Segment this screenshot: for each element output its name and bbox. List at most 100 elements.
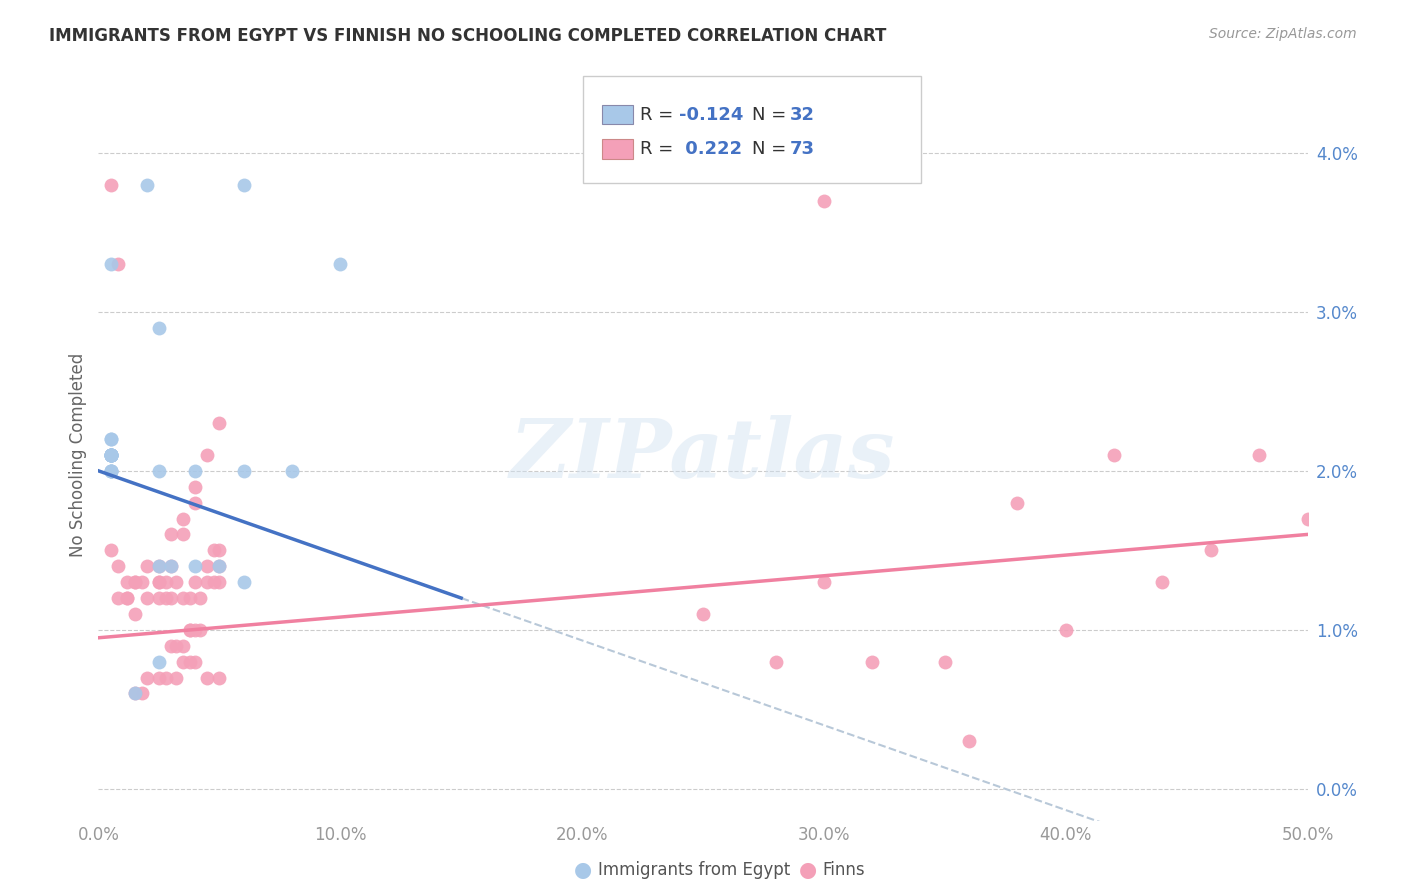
Point bbox=[148, 320, 170, 334]
Point bbox=[148, 559, 170, 574]
Point bbox=[100, 448, 122, 462]
Point bbox=[100, 464, 122, 478]
Point bbox=[131, 686, 153, 700]
Point bbox=[179, 655, 201, 669]
Point bbox=[100, 464, 122, 478]
Point bbox=[100, 464, 122, 478]
Point bbox=[208, 559, 231, 574]
Point bbox=[148, 575, 170, 590]
Point bbox=[195, 671, 218, 685]
Point bbox=[165, 639, 187, 653]
Point bbox=[160, 527, 183, 541]
Point bbox=[124, 686, 146, 700]
Point bbox=[934, 655, 956, 669]
Point bbox=[1199, 543, 1222, 558]
Text: ●: ● bbox=[800, 860, 817, 880]
Point bbox=[1007, 495, 1029, 509]
Point bbox=[184, 495, 207, 509]
Point bbox=[107, 591, 129, 605]
Point bbox=[692, 607, 714, 621]
Point bbox=[155, 591, 177, 605]
Point bbox=[124, 575, 146, 590]
Point bbox=[195, 575, 218, 590]
Point bbox=[184, 655, 207, 669]
Point bbox=[160, 559, 183, 574]
Point bbox=[184, 575, 207, 590]
Point bbox=[188, 591, 211, 605]
Point bbox=[1054, 623, 1077, 637]
Text: -0.124: -0.124 bbox=[679, 105, 744, 124]
Point bbox=[195, 559, 218, 574]
Point bbox=[232, 575, 254, 590]
Point bbox=[100, 448, 122, 462]
Point bbox=[100, 448, 122, 462]
Point bbox=[155, 671, 177, 685]
Point bbox=[165, 575, 187, 590]
Point bbox=[124, 686, 146, 700]
Point bbox=[100, 432, 122, 446]
Point bbox=[117, 591, 139, 605]
Point bbox=[179, 623, 201, 637]
Point bbox=[208, 543, 231, 558]
Point bbox=[172, 511, 194, 525]
Point bbox=[148, 671, 170, 685]
Point bbox=[1249, 448, 1271, 462]
Point bbox=[100, 448, 122, 462]
Text: Immigrants from Egypt: Immigrants from Egypt bbox=[598, 861, 790, 879]
Point bbox=[131, 575, 153, 590]
Text: ZIPatlas: ZIPatlas bbox=[510, 415, 896, 495]
Point bbox=[172, 655, 194, 669]
Text: N =: N = bbox=[752, 140, 792, 158]
Text: N =: N = bbox=[752, 105, 792, 124]
Point bbox=[1102, 448, 1125, 462]
Point bbox=[179, 623, 201, 637]
Point bbox=[160, 559, 183, 574]
Point bbox=[188, 623, 211, 637]
Text: Finns: Finns bbox=[823, 861, 865, 879]
Text: R =: R = bbox=[640, 105, 679, 124]
Point bbox=[204, 575, 226, 590]
Point bbox=[100, 178, 122, 192]
Point bbox=[281, 464, 304, 478]
Point bbox=[124, 607, 146, 621]
Point bbox=[100, 448, 122, 462]
Point bbox=[765, 655, 787, 669]
Point bbox=[148, 559, 170, 574]
Y-axis label: No Schooling Completed: No Schooling Completed bbox=[69, 353, 87, 557]
Point bbox=[107, 257, 129, 271]
Point bbox=[135, 559, 157, 574]
Point bbox=[100, 448, 122, 462]
Point bbox=[165, 671, 187, 685]
Text: 0.222: 0.222 bbox=[679, 140, 742, 158]
Point bbox=[100, 448, 122, 462]
Point bbox=[100, 432, 122, 446]
Point bbox=[135, 671, 157, 685]
Point bbox=[329, 257, 352, 271]
Point bbox=[100, 464, 122, 478]
Point bbox=[172, 527, 194, 541]
Text: 73: 73 bbox=[790, 140, 815, 158]
Point bbox=[155, 575, 177, 590]
Point bbox=[208, 671, 231, 685]
Point bbox=[107, 559, 129, 574]
Text: Source: ZipAtlas.com: Source: ZipAtlas.com bbox=[1209, 27, 1357, 41]
Text: ●: ● bbox=[575, 860, 592, 880]
Point bbox=[204, 543, 226, 558]
Point bbox=[160, 591, 183, 605]
Point bbox=[135, 178, 157, 192]
Point bbox=[148, 575, 170, 590]
Point bbox=[100, 257, 122, 271]
Point bbox=[813, 575, 835, 590]
Point bbox=[160, 639, 183, 653]
Point bbox=[172, 591, 194, 605]
Point bbox=[232, 178, 254, 192]
Point bbox=[195, 448, 218, 462]
Point bbox=[184, 464, 207, 478]
Point bbox=[184, 623, 207, 637]
Point bbox=[148, 591, 170, 605]
Point bbox=[124, 575, 146, 590]
Point bbox=[1296, 511, 1319, 525]
Point bbox=[100, 448, 122, 462]
Point bbox=[172, 639, 194, 653]
Point bbox=[208, 575, 231, 590]
